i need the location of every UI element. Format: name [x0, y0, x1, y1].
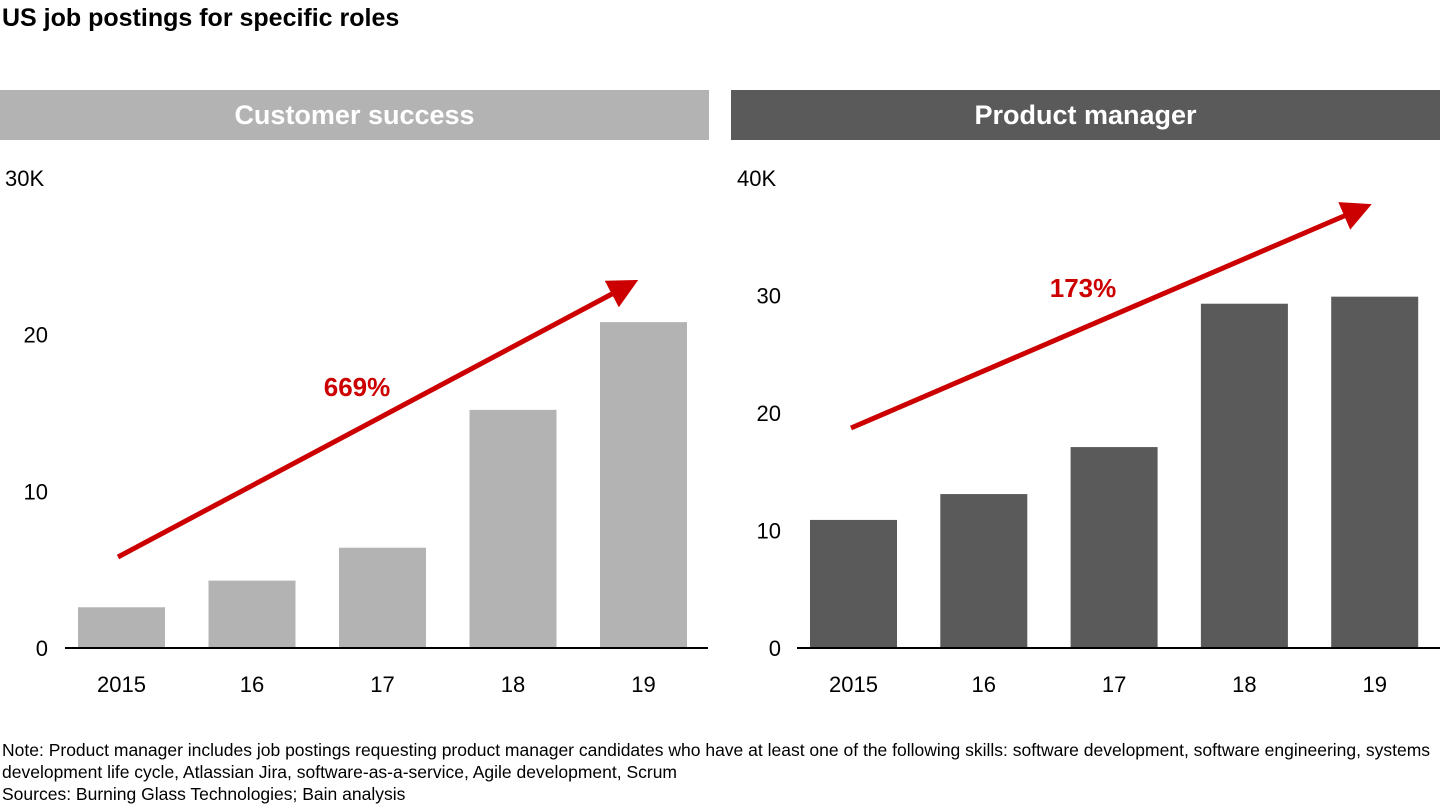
x-tick-label: 2015: [97, 672, 146, 697]
x-tick-label: 18: [1232, 672, 1256, 697]
y-tick-label: 0: [769, 636, 781, 661]
x-tick-label: 2015: [829, 672, 878, 697]
bar-17: [1070, 447, 1158, 648]
bar-18: [469, 409, 557, 648]
growth-annotation: 669%: [324, 372, 391, 402]
growth-arrow: [850, 202, 1372, 431]
x-tick-label: 16: [972, 672, 996, 697]
y-tick-label: 20: [24, 323, 48, 348]
x-tick-label: 19: [1362, 672, 1386, 697]
y-tick-label: 30: [757, 284, 781, 309]
chart-title: US job postings for specific roles: [2, 4, 400, 32]
x-tick-label: 18: [501, 672, 525, 697]
panel-header-product-manager: Product manager: [731, 90, 1440, 140]
note-text: Note: Product manager includes job posti…: [2, 740, 1431, 782]
bar-19: [600, 322, 687, 648]
bar-17: [339, 547, 426, 648]
growth-annotation: 173%: [1050, 273, 1117, 303]
bar-2015: [78, 607, 165, 648]
bar-2015: [810, 519, 897, 648]
chart-product-manager: 2015 16 17 18 19 0 10 20 30 40K 173%: [737, 166, 1440, 697]
growth-arrow: [116, 279, 639, 560]
x-tick-label: 16: [240, 672, 264, 697]
y-tick-label: 30K: [5, 166, 44, 191]
panel-header-customer-success: Customer success: [0, 90, 709, 140]
x-tick-label: 19: [631, 672, 655, 697]
sources-text: Sources: Burning Glass Technologies; Bai…: [2, 784, 406, 804]
bar-18: [1200, 303, 1288, 648]
chart-customer-success: 2015 16 17 18 19 0 10 20 30K 669%: [5, 166, 708, 697]
y-tick-label: 20: [757, 401, 781, 426]
y-tick-label: 10: [757, 519, 781, 544]
bar-16: [208, 580, 296, 648]
bar-19: [1331, 296, 1419, 648]
footnotes: Note: Product manager includes job posti…: [2, 739, 1440, 805]
bar-16: [940, 494, 1028, 648]
y-tick-label: 10: [24, 479, 48, 504]
x-tick-label: 17: [370, 672, 394, 697]
y-tick-label: 0: [36, 636, 48, 661]
x-tick-label: 17: [1102, 672, 1126, 697]
y-tick-label: 40K: [737, 166, 776, 191]
